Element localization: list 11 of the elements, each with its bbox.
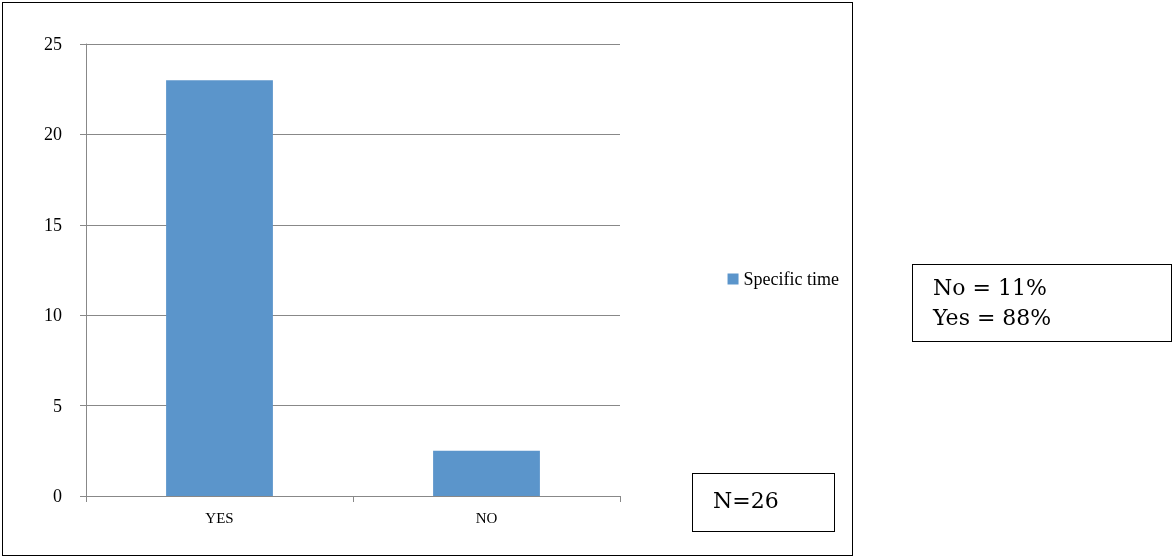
y-tick-label: 20 — [44, 124, 62, 145]
y-tick-label: 0 — [53, 486, 62, 506]
text: No = 11% Yes = 88% — [912, 264, 1172, 342]
x-tick-label: NO — [475, 509, 498, 526]
y-tick-label: 25 — [44, 34, 62, 54]
y-tick-label: 15 — [44, 214, 62, 235]
y-tick-label: 5 — [53, 395, 62, 416]
legend-label: Specific time — [743, 269, 840, 289]
y-tick-label: 10 — [44, 305, 62, 326]
x-tick-label: YES — [205, 509, 234, 526]
text: N=26 — [692, 473, 835, 532]
